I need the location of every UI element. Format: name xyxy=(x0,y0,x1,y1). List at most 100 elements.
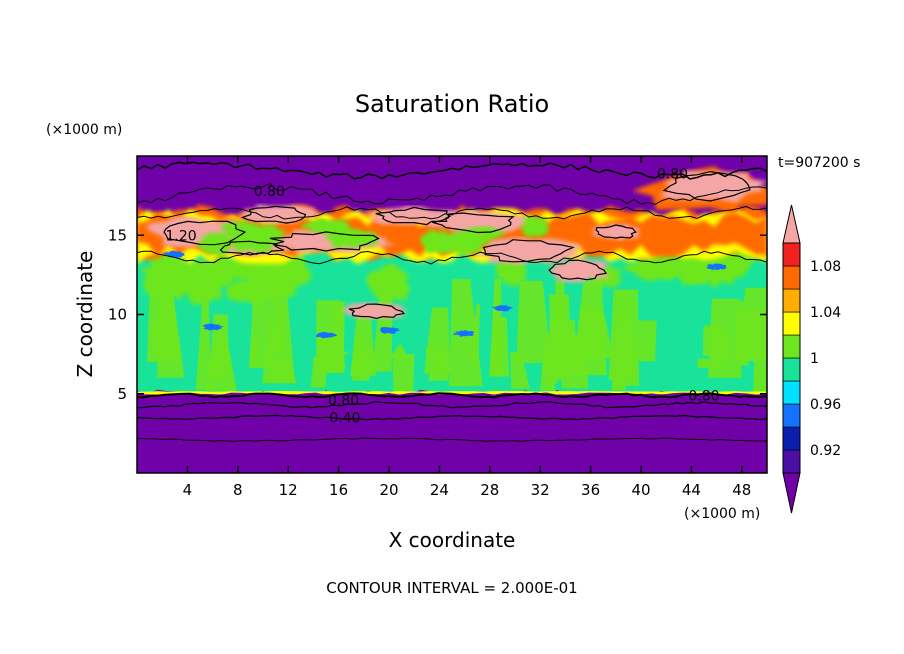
updraft-column xyxy=(392,354,415,392)
contour-lower-a xyxy=(137,401,767,409)
x-tick-label: 36 xyxy=(581,481,600,499)
moist-patch xyxy=(159,261,226,285)
contour-label: 0.80 xyxy=(328,393,359,409)
y-axis-label: Z coordinate xyxy=(73,251,97,378)
chart-title: Saturation Ratio xyxy=(355,90,549,118)
contour-label: 0.80 xyxy=(254,184,285,200)
contour-label: 1.20 xyxy=(166,228,197,244)
contour-1.20 xyxy=(163,220,247,246)
updraft-column xyxy=(702,325,733,356)
lower-dry-layer xyxy=(137,392,767,473)
contour-1.20 xyxy=(662,170,751,202)
contour-1.20 xyxy=(431,212,515,234)
colorbar: 1.08 1.04 1 0.96 0.92 xyxy=(782,204,841,514)
contour-lower-b xyxy=(137,437,767,442)
colorbar-label: 1.08 xyxy=(810,259,841,275)
colorbar-level xyxy=(782,311,801,336)
x-unit-label: (×1000 m) xyxy=(684,506,760,522)
updraft-column xyxy=(510,352,530,389)
colorbar-over-triangle xyxy=(782,204,801,244)
band-green-patch xyxy=(324,226,379,249)
x-tick-label: 32 xyxy=(531,481,550,499)
supersaturated-core xyxy=(342,302,407,320)
y-tick-label: 15 xyxy=(108,226,127,244)
y-tick-label: 5 xyxy=(117,385,127,403)
contour-interval-footer: CONTOUR INTERVAL = 2.000E-01 xyxy=(326,579,577,597)
updraft-column xyxy=(579,307,614,359)
contour-1.20 xyxy=(269,231,380,252)
updraft-column xyxy=(267,360,297,384)
x-tick-label: 4 xyxy=(183,481,193,499)
updraft-column xyxy=(634,320,657,362)
updraft-column xyxy=(310,357,327,388)
contour-upper-a xyxy=(137,183,767,205)
contour-0.40 xyxy=(137,414,767,421)
band-green-patch xyxy=(419,229,457,253)
updraft-column xyxy=(697,358,719,368)
colorbar-frame xyxy=(782,242,801,474)
updraft-column xyxy=(338,351,349,355)
x-tick-label: 20 xyxy=(379,481,398,499)
updraft-column xyxy=(612,346,626,391)
contour-1.20 xyxy=(240,205,307,224)
subsaturated-speck xyxy=(706,263,727,271)
contour-1.20 xyxy=(375,206,452,226)
x-tick-label: 24 xyxy=(430,481,449,499)
colorbar-level xyxy=(782,380,801,405)
updraft-column xyxy=(424,307,451,374)
y-tick-label: 10 xyxy=(108,306,127,324)
contour-1.20 xyxy=(482,239,575,263)
updraft-column xyxy=(553,280,565,380)
y-unit-label: (×1000 m) xyxy=(46,122,122,138)
contour-1.20 xyxy=(348,303,406,320)
x-tick-label: 28 xyxy=(480,481,499,499)
y-axis-ticks: 5 10 15 xyxy=(108,226,767,403)
updraft-column xyxy=(546,333,559,384)
colorbar-label: 0.92 xyxy=(810,443,841,459)
updraft-column xyxy=(589,359,599,361)
updraft-column xyxy=(332,301,345,372)
supersaturated-core xyxy=(239,204,321,225)
saturation-field xyxy=(137,166,767,473)
band-green-patch xyxy=(310,219,344,233)
subsaturated-speck xyxy=(491,305,514,312)
updraft-column xyxy=(516,280,552,363)
x-tick-label: 16 xyxy=(329,481,348,499)
colorbar-label: 0.96 xyxy=(810,397,841,413)
colorbar-level xyxy=(782,426,801,451)
band-green-patch xyxy=(444,227,491,256)
contour-band-top xyxy=(137,205,767,220)
time-label: t=907200 s xyxy=(778,155,860,171)
colorbar-level xyxy=(782,403,801,428)
updraft-column xyxy=(470,304,481,359)
contour-0.80-upper xyxy=(137,161,767,180)
x-tick-label: 48 xyxy=(732,481,751,499)
x-tick-label: 44 xyxy=(682,481,701,499)
colorbar-label: 1 xyxy=(810,351,819,367)
colorbar-level xyxy=(782,288,801,313)
contour-band-bottom xyxy=(137,250,767,265)
contour-1.20 xyxy=(548,259,608,281)
band-green-patch xyxy=(229,229,282,253)
colorbar-level xyxy=(782,449,801,474)
contour-label: 0.40 xyxy=(329,411,360,427)
updraft-column xyxy=(206,333,237,392)
moist-patch xyxy=(366,263,411,305)
moist-patch xyxy=(220,259,274,279)
updraft-column xyxy=(490,278,502,377)
colorbar-level xyxy=(782,265,801,290)
colorbar-level xyxy=(782,357,801,382)
updraft-column xyxy=(753,316,767,392)
contour-labels: 0.80 0.80 1.20 0.80 0.40 0.80 xyxy=(166,166,720,426)
colorbar-under-triangle xyxy=(782,472,801,514)
x-tick-label: 12 xyxy=(279,481,298,499)
contour-0.80-lower xyxy=(137,392,767,399)
x-tick-label: 8 xyxy=(233,481,243,499)
plot-area: 0.800.801.200.800.400.80 4 8 12 16 20 24 28 32 3… xyxy=(108,155,768,499)
contour-1.20 xyxy=(595,224,637,239)
updraft-column xyxy=(195,275,212,390)
x-axis-label: X coordinate xyxy=(389,528,516,552)
colorbar-level xyxy=(782,334,801,359)
contour-label: 0.80 xyxy=(657,166,688,182)
